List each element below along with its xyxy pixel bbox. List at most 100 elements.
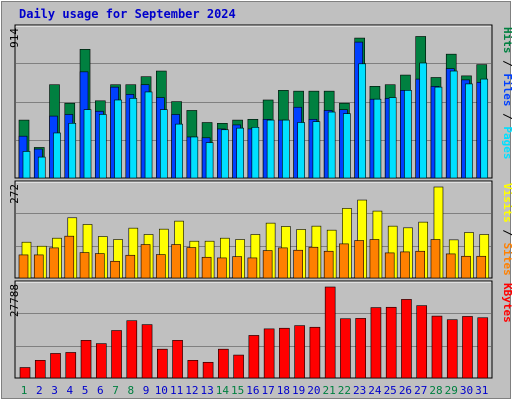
sites-bar [262, 250, 273, 279]
x-tick-label: 25 [384, 384, 397, 397]
pages-bar [434, 86, 443, 179]
kbytes-bar [141, 324, 153, 379]
kbytes-bar [80, 340, 92, 379]
x-tick-label: 16 [246, 384, 259, 397]
kbytes-bar [416, 305, 428, 379]
sites-bar [156, 254, 166, 279]
kbytes-bar [340, 318, 351, 379]
x-tick-label: 30 [460, 384, 473, 397]
sites-bar [323, 250, 334, 279]
kbytes-bar [263, 328, 275, 379]
kbytes-bar [431, 315, 443, 379]
sites-bar [384, 252, 395, 279]
x-tick-label: 31 [475, 384, 488, 397]
pages-bar [297, 122, 305, 179]
x-tick-label: 19 [292, 384, 305, 397]
x-tick-label: 29 [445, 384, 458, 397]
legend-separator: / [501, 107, 512, 127]
legend-kbytes: KBytes [501, 283, 512, 323]
pages-bar [221, 129, 229, 179]
sites-bar [186, 247, 197, 279]
x-axis-labels: 1 2 3 4 5 6 7 8 9 10 11 12 13 14 15 16 17 18 19 20 21 22 23 24 2… [21, 384, 489, 397]
sites-bar [308, 246, 319, 279]
x-tick-label: 28 [429, 384, 442, 397]
pages-bar [266, 119, 275, 179]
pages-bar [205, 142, 214, 179]
kbytes-bar [233, 354, 244, 379]
sites-bar [354, 240, 364, 279]
kbytes-bar [477, 317, 489, 379]
x-tick-label: 7 [112, 384, 119, 397]
x-tick-label: 9 [143, 384, 150, 397]
kbytes-bar [446, 319, 458, 379]
kbytes-bar [462, 316, 473, 379]
pages-bar [312, 121, 321, 179]
pages-bar [114, 99, 122, 179]
x-tick-label: 21 [323, 384, 336, 397]
pages-bar [373, 98, 382, 179]
pages-bar [37, 156, 46, 179]
legend-pages: Pages [501, 126, 512, 159]
sites-bar [415, 250, 426, 279]
chart-title: Daily usage for September 2024 [19, 7, 236, 21]
x-tick-label: 3 [51, 384, 58, 397]
pages-bar [449, 70, 458, 179]
x-tick-label: 2 [36, 384, 43, 397]
legend-hits: Hits [501, 27, 512, 54]
kbytes-bar [202, 361, 214, 379]
pages-bar [236, 127, 244, 179]
sites-bar [140, 244, 151, 279]
sites-bar [293, 249, 303, 279]
sites-bar [445, 253, 456, 279]
sites-bar [64, 235, 75, 279]
kbytes-bar [95, 343, 107, 379]
kbytes-bar [401, 299, 412, 379]
kbytes-bar [355, 318, 366, 379]
kbytes-bar [279, 327, 290, 379]
kbytes-bar [218, 348, 229, 379]
pages-bar [343, 113, 351, 179]
sites-bar [125, 254, 136, 279]
pages-bar [480, 78, 489, 179]
sites-bar [278, 247, 288, 279]
x-tick-label: 4 [66, 384, 73, 397]
sites-bar [201, 256, 212, 279]
sites-bar [33, 254, 44, 279]
x-tick-label: 8 [127, 384, 134, 397]
pages-bar [419, 62, 428, 179]
sites-bar [79, 252, 90, 279]
x-tick-label: 26 [399, 384, 412, 397]
kbytes-bar [34, 360, 46, 379]
pages-bar [404, 90, 412, 179]
kbytes-bar [370, 307, 382, 379]
x-tick-label: 18 [277, 384, 290, 397]
x-tick-label: 6 [97, 384, 104, 397]
kbytes-bar [111, 330, 122, 379]
pages-bar [282, 119, 290, 179]
kbytes-bar [324, 286, 336, 379]
kbytes-bar [172, 340, 183, 379]
legend-separator: / [501, 54, 512, 74]
x-tick-label: 10 [155, 384, 168, 397]
kbytes-bar [385, 306, 397, 379]
x-tick-label: 23 [353, 384, 366, 397]
legend-visits-sites: Visits / Sites [501, 183, 512, 276]
x-tick-label: 13 [200, 384, 213, 397]
bars-kbytes [19, 286, 489, 379]
sites-bar [232, 256, 242, 279]
pages-bar [251, 127, 260, 179]
legend-text: KBytes [501, 283, 512, 323]
sites-bar [400, 251, 410, 279]
x-tick-label: 5 [82, 384, 89, 397]
kbytes-bar [187, 360, 199, 379]
x-tick-label: 20 [307, 384, 320, 397]
pages-bar [83, 109, 92, 179]
sites-bar [430, 239, 441, 279]
sites-bar [339, 243, 349, 279]
x-tick-label: 1 [21, 384, 28, 397]
pages-bar [144, 91, 153, 179]
kbytes-bar [126, 320, 138, 379]
